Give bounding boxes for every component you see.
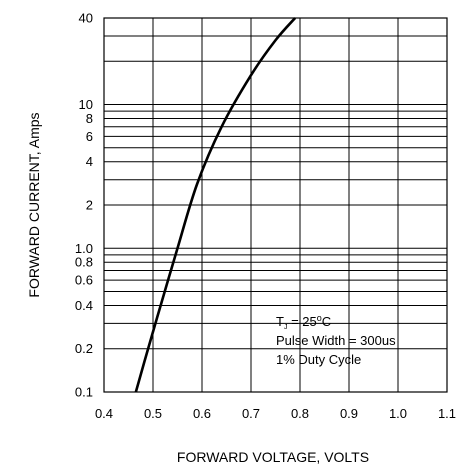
x-tick-label-3: 0.7 xyxy=(242,406,260,421)
x-tick-label-4: 0.8 xyxy=(291,406,309,421)
plot-frame xyxy=(103,17,448,393)
annotation-degree: o xyxy=(317,313,322,323)
x-axis-title: FORWARD VOLTAGE, VOLTS xyxy=(177,449,369,465)
y-tick-label-11: 40 xyxy=(79,11,93,26)
x-tick-label-5: 0.9 xyxy=(340,406,358,421)
y-tick-label-4: 0.8 xyxy=(75,255,93,270)
y-tick-label-0: 0.1 xyxy=(75,385,93,400)
annotation-line-2: Pulse Width = 300us xyxy=(276,333,396,348)
y-tick-label-8: 6 xyxy=(86,129,93,144)
curve-layer xyxy=(134,17,297,393)
y-tick-label-1: 0.2 xyxy=(75,341,93,356)
y-tick-label-10: 10 xyxy=(79,97,93,112)
x-tick-labels: 0.4 0.5 0.6 0.7 0.8 0.9 1.0 1.1 xyxy=(95,406,456,421)
y-tick-label-5: 1.0 xyxy=(75,241,93,256)
y-tick-label-3: 0.6 xyxy=(75,273,93,288)
series-curve xyxy=(134,17,297,393)
y-tick-label-7: 4 xyxy=(86,154,93,169)
annotation-subscript: J xyxy=(284,324,288,331)
x-tick-label-6: 1.0 xyxy=(389,406,407,421)
x-tick-label-1: 0.5 xyxy=(144,406,162,421)
annotation-line-3: 1% Duty Cycle xyxy=(276,352,361,367)
x-tick-label-2: 0.6 xyxy=(193,406,211,421)
y-tick-label-2: 0.4 xyxy=(75,298,93,313)
x-tick-label-0: 0.4 xyxy=(95,406,113,421)
test-conditions-annotation: TJ = 25oC Pulse Width = 300us 1% Duty Cy… xyxy=(276,313,396,367)
y-tick-label-9: 8 xyxy=(86,111,93,126)
y-tick-labels: 0.1 0.2 0.4 0.6 0.81.0 2 4 6 810 40 xyxy=(75,11,93,400)
annotation-temperature: = 25 xyxy=(287,314,316,329)
y-tick-label-6: 2 xyxy=(86,198,93,213)
annotation-t-symbol: T xyxy=(276,314,284,329)
x-tick-label-7: 1.1 xyxy=(438,406,456,421)
annotation-line-1: TJ = 25oC xyxy=(276,313,331,331)
annotation-celsius: C xyxy=(322,314,331,329)
y-axis-title: FORWARD CURRENT, Amps xyxy=(26,112,42,297)
